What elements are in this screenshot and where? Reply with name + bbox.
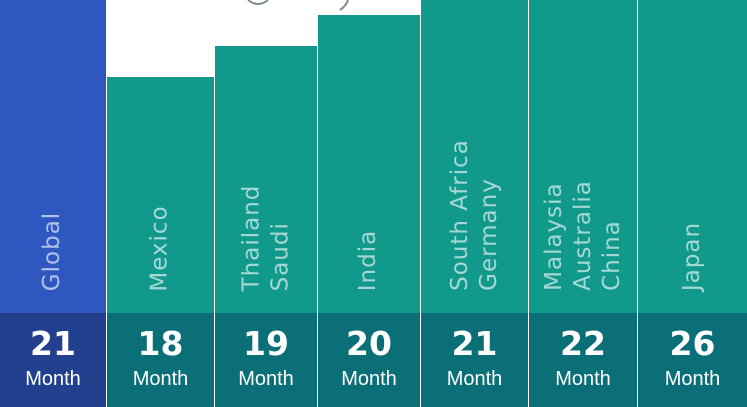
bar-base-6 [638,313,747,407]
bar-base-2 [215,313,317,407]
category-label-wrap-0: Global [0,0,106,291]
value-label: 26 [669,324,716,363]
unit-label: Month [25,368,81,390]
category-label-wrap-5: Malaysia Australia China [529,0,637,291]
category-label: India [355,229,382,292]
unit-label: Month [664,368,721,390]
category-label: Malaysia Australia China [540,180,625,291]
value-label: 22 [560,324,606,363]
unit-label: Month [555,368,611,390]
category-label-wrap-2: Thailand Saudi [215,56,317,291]
bar-1 [107,77,214,313]
category-label: Thailand Saudi [238,184,293,291]
bar-base-1 [107,313,214,407]
bar-4 [421,0,528,313]
bar-0 [0,0,106,313]
category-label-wrap-4: South Africa Germany [421,0,528,291]
bar-base-0 [0,313,106,407]
unit-label: Month [238,368,294,390]
category-label: Japan [679,221,705,292]
value-label: 21 [451,324,498,363]
category-label-wrap-6: Japan [638,0,747,291]
bar-3 [318,15,420,313]
value-label: 21 [30,324,76,363]
bar-base-4 [421,313,528,407]
category-label-wrap-3: India [318,25,420,291]
title-fragment-decoration [247,0,349,11]
bar-base-3 [318,313,420,407]
unit-label: Month [341,368,397,390]
category-label-wrap-1: Mexico [107,87,214,291]
category-label: South Africa Germany [446,139,502,291]
bar-2 [215,46,317,313]
unit-label: Month [446,368,503,390]
value-label: 18 [137,324,184,363]
category-label: Mexico [147,204,173,292]
value-label: 20 [346,324,392,363]
category-label: Global [39,211,66,292]
unit-label: Month [132,368,189,390]
value-label: 19 [243,324,289,363]
bar-6 [638,0,747,313]
bar-5 [529,0,637,313]
bar-base-5 [529,313,637,407]
